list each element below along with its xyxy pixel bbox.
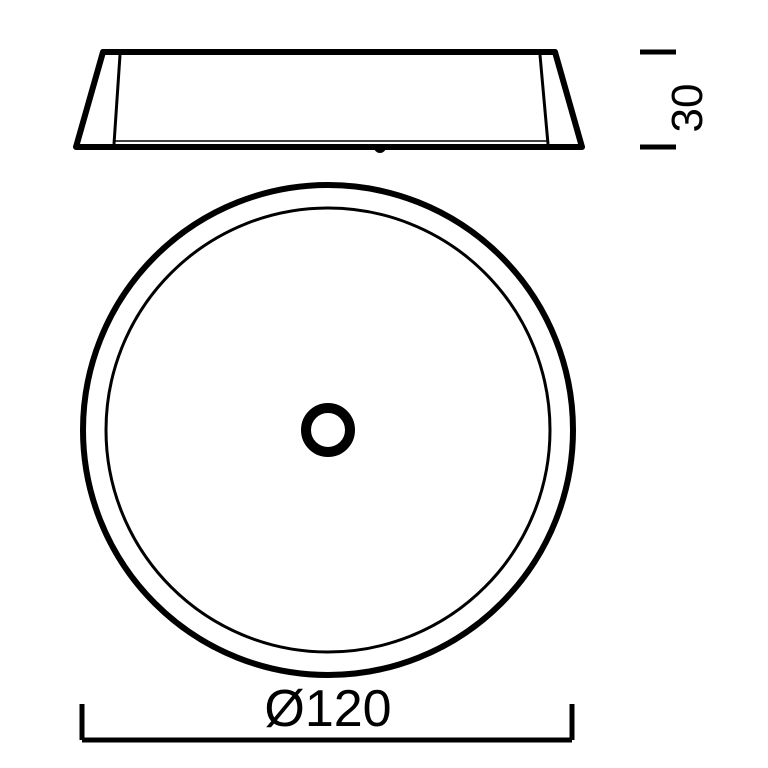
side-outer-outline [76, 52, 582, 147]
height-label: 30 [663, 84, 712, 133]
diameter-label: Ø120 [264, 680, 391, 738]
side-nub [375, 147, 385, 152]
technical-drawing: 30 Ø120 [0, 0, 768, 768]
height-dimension: 30 [640, 52, 712, 147]
side-inner-left [114, 55, 120, 144]
side-inner-right [540, 55, 548, 144]
plan-center-hole [319, 421, 337, 439]
top-plan-view [83, 185, 573, 675]
side-elevation-view [76, 52, 582, 152]
diameter-dimension: Ø120 [82, 680, 572, 740]
